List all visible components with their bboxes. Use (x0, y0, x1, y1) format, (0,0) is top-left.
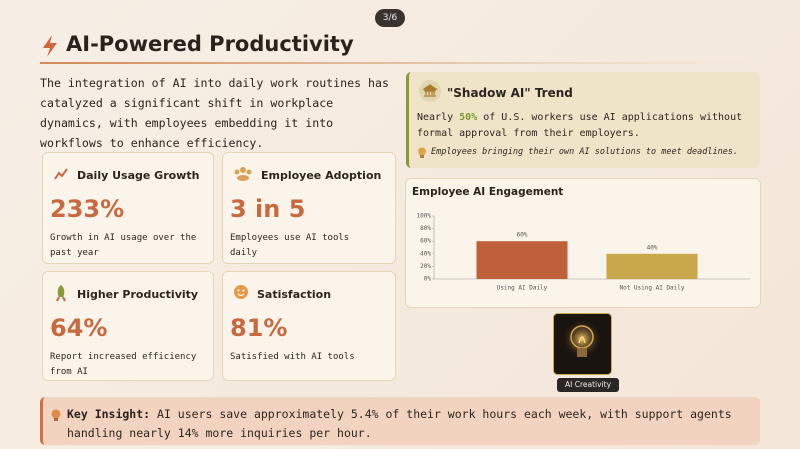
x-tick-label: Not Using AI Daily (619, 285, 684, 292)
chart-title: Employee AI Engagement (412, 186, 563, 198)
y-tick-label: 100% (417, 213, 432, 220)
page-title: AI-Powered Productivity (66, 32, 354, 56)
key-insight-label: Key Insight: (67, 407, 151, 421)
slide-counter: 3/6 (375, 9, 405, 27)
shadow-ai-text: Nearly 50% of U.S. workers use AI applic… (417, 110, 757, 142)
y-tick-label: 0% (424, 276, 432, 283)
stat-title: Employee Adoption (261, 169, 382, 182)
stat-title: Satisfaction (257, 288, 332, 301)
stat-value: 81% (230, 314, 288, 342)
icon (54, 168, 68, 180)
text: Nearly (417, 112, 460, 123)
y-tick-label: 80% (420, 225, 431, 232)
image-caption: AI Creativity (557, 378, 619, 392)
shadow-ai-title: "Shadow AI" Trend (447, 86, 573, 100)
icon (234, 167, 252, 181)
icon (419, 80, 441, 102)
stat-card: Daily Usage Growth 233% Growth in AI usa… (42, 152, 214, 264)
shadow-ai-card: "Shadow AI" Trend Nearly 50% of U.S. wor… (406, 72, 760, 168)
bar (606, 253, 698, 279)
text: of U.S. workers use AI applications with… (417, 112, 743, 139)
icon (56, 285, 66, 302)
divider (40, 62, 760, 64)
value-label: 40% (647, 244, 658, 251)
stat-description: Satisfied with AI tools (230, 352, 355, 362)
stat-description: Employees use AI tools daily (230, 233, 350, 258)
title-icon (43, 35, 57, 57)
stat-description: Growth in AI usage over the past year (50, 233, 197, 258)
key-insight-text: Key Insight: AI users save approximately… (67, 405, 757, 443)
highlight: 50% (459, 112, 478, 123)
stat-card: Employee Adoption 3 in 5 Employees use A… (222, 152, 396, 264)
x-tick-label: Using AI Daily (497, 285, 548, 292)
stat-description: Report increased efficiency from AI (50, 352, 197, 377)
text: AI users save approximately 5.4% of thei… (67, 407, 732, 440)
stat-value: 3 in 5 (230, 195, 306, 223)
stat-value: 64% (50, 314, 108, 342)
key-insight: Key Insight: AI users save approximately… (40, 397, 760, 445)
stat-title: Higher Productivity (77, 288, 199, 301)
chart: Employee AI Engagement 0% 20% 40% 60% 80% 100… (412, 186, 750, 292)
icon (418, 147, 426, 158)
value-label: 60% (517, 232, 528, 239)
stat-value: 233% (50, 195, 125, 223)
bar (476, 241, 568, 279)
stat-card: Satisfaction 81% Satisfied with AI tools (222, 271, 396, 381)
y-tick-label: 20% (420, 263, 431, 270)
icon (51, 409, 61, 421)
intro-text: The integration of AI into daily work ro… (40, 76, 390, 150)
y-tick-label: 60% (420, 238, 431, 245)
y-tick-label: 40% (420, 250, 431, 257)
shadow-ai-note: Employees bringing their own AI solution… (431, 147, 739, 157)
stat-card: Higher Productivity 64% Report increased… (42, 271, 214, 381)
chart-card: Employee AI Engagement 0% 20% 40% 60% 80% 100… (405, 178, 761, 308)
icon (234, 285, 248, 299)
stat-title: Daily Usage Growth (77, 169, 200, 182)
image (553, 313, 612, 375)
